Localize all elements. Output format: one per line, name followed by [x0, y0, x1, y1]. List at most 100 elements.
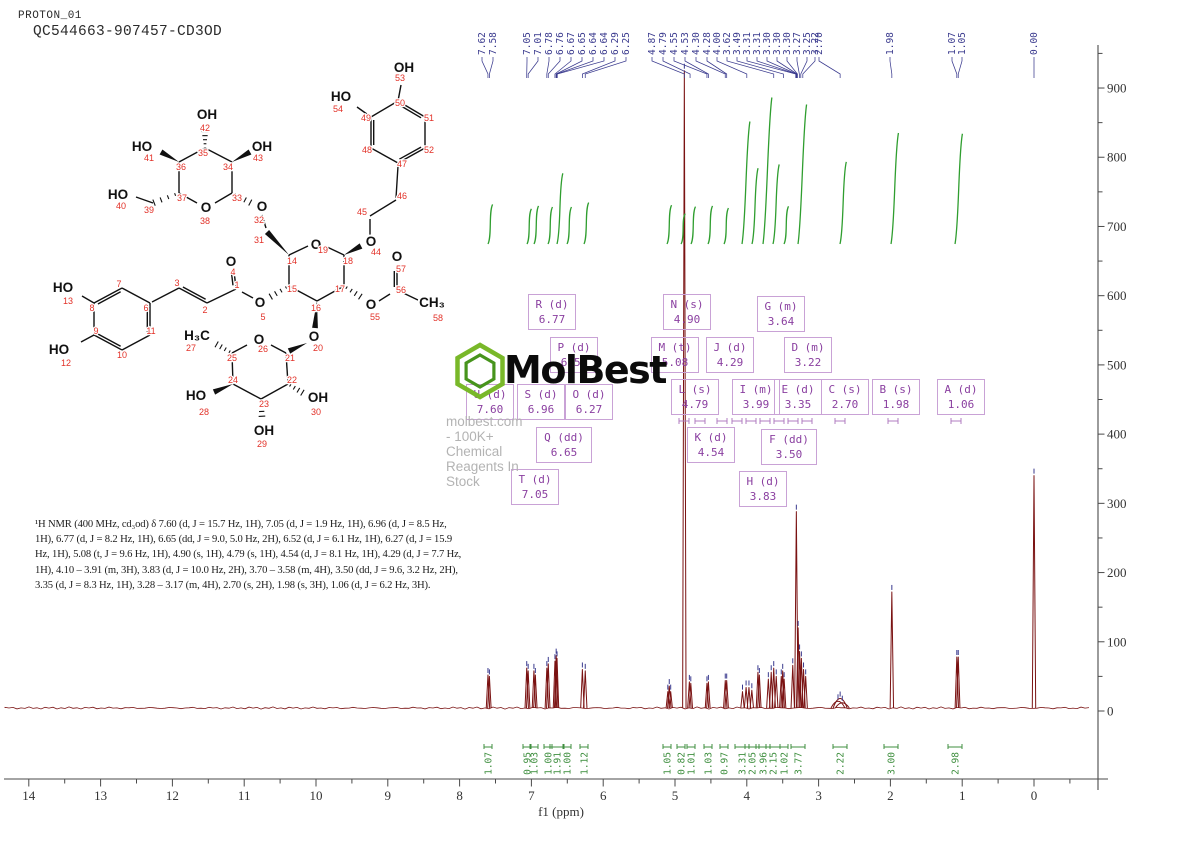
atom-label: OH — [197, 107, 217, 122]
wedge-bond — [287, 343, 307, 354]
bond — [178, 192, 198, 204]
integral-value: 1.07 — [484, 752, 495, 775]
atom-number: 39 — [144, 205, 154, 215]
wedge-bond — [264, 229, 289, 255]
atom-number: 54 — [333, 104, 343, 114]
x-tick-label: 6 — [600, 788, 607, 803]
atom-label: O — [257, 199, 268, 214]
bond — [232, 383, 262, 400]
bond — [270, 344, 287, 354]
atom-label: HO — [132, 139, 152, 154]
integral-value: 2.22 — [836, 752, 847, 775]
peak-shift-label: 4.00 — [712, 32, 723, 55]
atom-label: O — [255, 295, 266, 310]
atom-number: 26 — [258, 344, 268, 354]
hash-bond — [353, 291, 358, 297]
atom-number: 20 — [313, 343, 323, 353]
integral-value: 1.03 — [530, 752, 541, 775]
bond — [356, 106, 372, 118]
atom-number: 23 — [259, 399, 269, 409]
atom-number: 56 — [396, 285, 406, 295]
molbest-hexagon-logo-icon — [455, 342, 505, 400]
x-tick-label: 1 — [959, 788, 966, 803]
bond — [324, 245, 345, 256]
bond — [121, 287, 151, 304]
atom-label: OH — [252, 139, 272, 154]
y-tick-label: 300 — [1107, 496, 1127, 511]
atom-label: HO — [49, 342, 69, 357]
atom-number: 45 — [357, 207, 367, 217]
wedge-bond — [159, 149, 179, 162]
x-tick-label: 2 — [887, 788, 894, 803]
atom-number: 32 — [254, 215, 264, 225]
peak-shift-label: 3.30 — [762, 32, 773, 55]
atom-number: 16 — [311, 303, 321, 313]
peak-pick-marks — [487, 63, 1035, 701]
peak-shift-label: 4.30 — [691, 32, 702, 55]
atom-number: 53 — [395, 73, 405, 83]
hash-bond — [289, 383, 292, 387]
bond — [206, 288, 237, 304]
double-bond — [97, 333, 121, 347]
hexagon-inner — [464, 353, 496, 389]
integral-value: 1.02 — [780, 752, 791, 775]
bond — [214, 192, 233, 204]
wedge-bond — [212, 384, 233, 395]
atom-number: 47 — [397, 159, 407, 169]
atom-number: 38 — [200, 216, 210, 226]
atom-number: 27 — [186, 343, 196, 353]
atom-label: O — [366, 297, 377, 312]
integral-value: 1.03 — [704, 752, 715, 775]
y-tick-label: 0 — [1107, 704, 1114, 719]
hash-bond — [152, 199, 156, 206]
experiment-name: PROTON_01 — [18, 10, 82, 22]
hash-bond — [345, 286, 348, 290]
integral-value: 1.00 — [563, 752, 574, 775]
x-tick-label: 11 — [238, 788, 251, 803]
peak-shift-label: 1.05 — [957, 32, 968, 55]
wedge-bond — [232, 149, 252, 162]
nmr-text-line: 3.35 (d, J = 8.3 Hz, 1H), 3.28 – 3.17 (m… — [35, 579, 431, 591]
double-bond — [398, 146, 422, 160]
atom-label: OH — [254, 423, 274, 438]
bond — [316, 285, 345, 302]
atom-number: 48 — [362, 145, 372, 155]
nmr-text-line: 1H), 6.77 (d, J = 8.2 Hz, 1H), 6.65 (dd,… — [35, 534, 452, 546]
bond — [178, 147, 206, 163]
bond — [261, 214, 267, 229]
atom-label: HO — [53, 280, 73, 295]
y-tick-label: 100 — [1107, 634, 1127, 649]
bond — [288, 285, 318, 302]
bond — [233, 270, 237, 289]
atom-number: 19 — [318, 245, 328, 255]
hash-bond — [274, 291, 278, 297]
bond — [151, 287, 180, 303]
atom-number: 46 — [397, 191, 407, 201]
bond — [395, 165, 399, 199]
x-tick-label: 13 — [94, 788, 107, 803]
atom-label: H₃C — [184, 328, 210, 343]
hash-bond — [159, 197, 163, 203]
peak-shift-label: 3.31 — [752, 32, 763, 55]
bond — [135, 196, 154, 204]
hash-bond — [243, 197, 247, 203]
integral-value: 3.77 — [794, 752, 805, 775]
wedge-bond — [344, 243, 363, 255]
atom-number: 35 — [198, 148, 208, 158]
atom-number: 2 — [202, 305, 207, 315]
x-tick-label: 14 — [22, 788, 36, 803]
atom-number: 58 — [433, 313, 443, 323]
bond — [80, 334, 95, 343]
peak-shift-label: 6.64 — [588, 32, 599, 55]
peak-shift-label: 4.79 — [658, 32, 669, 55]
bond — [397, 147, 426, 164]
peak-shift-label: 6.78 — [544, 32, 555, 55]
atom-number: 13 — [63, 296, 73, 306]
hash-bond — [358, 293, 363, 300]
peak-shift-label: 6.64 — [599, 32, 610, 55]
peak-shift-label: 3.62 — [722, 32, 733, 55]
bond — [260, 383, 289, 400]
atom-number: 3 — [174, 278, 179, 288]
